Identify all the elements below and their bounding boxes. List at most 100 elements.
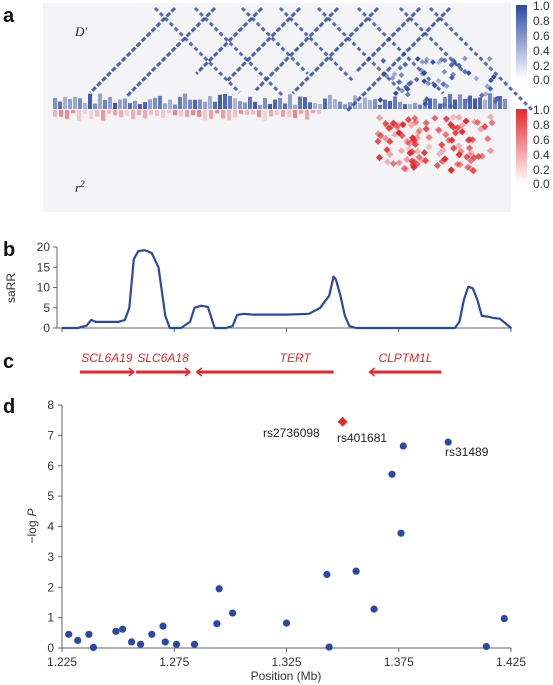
panel-b-letter: b bbox=[3, 239, 15, 261]
dprime-cell bbox=[268, 103, 272, 109]
assoc-y-tick-label: 1 bbox=[47, 611, 54, 625]
dprime-scale-tick: 0.8 bbox=[533, 14, 550, 28]
snp-point bbox=[127, 638, 136, 646]
dprime-cell bbox=[143, 102, 147, 109]
r2-cell bbox=[245, 110, 249, 115]
snp-point bbox=[213, 620, 221, 628]
dprime-cell bbox=[423, 56, 430, 63]
r2-cell bbox=[413, 160, 421, 168]
dprime-cell bbox=[63, 97, 67, 109]
snp-point bbox=[388, 470, 396, 478]
assoc-y-ticks: 0 1 2 3 4 5 6 7 8 bbox=[47, 398, 62, 655]
r2-cell bbox=[420, 149, 428, 157]
dprime-cell bbox=[433, 98, 437, 109]
dprime-cell bbox=[183, 93, 187, 109]
snp-point bbox=[282, 619, 291, 627]
r2-cell bbox=[406, 139, 414, 147]
dprime-cell bbox=[463, 99, 467, 109]
r2-cell bbox=[59, 110, 63, 117]
r2-cell bbox=[469, 136, 477, 144]
r2-cell bbox=[125, 110, 129, 116]
r2-cell bbox=[89, 110, 93, 120]
r2-cell bbox=[77, 110, 81, 121]
sarr-y-tick-label: 0 bbox=[43, 321, 50, 335]
dprime-streak bbox=[428, 6, 536, 114]
dprime-cell bbox=[53, 97, 57, 109]
gene-arrow-head bbox=[128, 367, 136, 377]
snp-point bbox=[215, 585, 223, 593]
assoc-x-tick-label: 1.225 bbox=[47, 655, 77, 669]
dprime-cell bbox=[208, 96, 212, 109]
r2-cell bbox=[431, 114, 439, 122]
dprime-cell bbox=[422, 101, 429, 107]
r2-cell bbox=[375, 154, 384, 162]
dprime-cell bbox=[453, 99, 457, 109]
r2-cell bbox=[399, 121, 407, 129]
dprime-cell bbox=[391, 71, 398, 77]
dprime-cell bbox=[408, 104, 412, 109]
dprime-streak bbox=[291, 6, 380, 95]
r2-cell bbox=[438, 157, 446, 165]
dprime-scale-tick: 0.4 bbox=[533, 44, 550, 58]
snp-point bbox=[325, 643, 333, 651]
r2-cell bbox=[239, 110, 243, 114]
r2-cell bbox=[425, 133, 433, 141]
assoc-y-tick-label: 8 bbox=[47, 398, 54, 412]
r2-cell bbox=[137, 110, 141, 115]
sarr-y-axis-label: saRR bbox=[4, 273, 18, 303]
r2-cell bbox=[447, 166, 455, 174]
r2-scale-bar bbox=[516, 109, 527, 183]
gene-label: SLC6A18 bbox=[137, 351, 189, 365]
snp-label-rs401681: rs401681 bbox=[337, 431, 387, 445]
dprime-cell bbox=[323, 98, 327, 109]
snp-point bbox=[89, 643, 98, 651]
assoc-x-tick-label: 1.375 bbox=[384, 655, 414, 669]
snp-point bbox=[74, 636, 82, 645]
sarr-y-tick-label: 20 bbox=[37, 240, 51, 254]
dprime-cell bbox=[343, 104, 347, 109]
r2-cell bbox=[408, 121, 416, 129]
dprime-cell bbox=[399, 87, 405, 94]
r2-scale-tick: 1.0 bbox=[533, 103, 550, 117]
assoc-y-axis-label: −log P bbox=[25, 508, 39, 543]
dprime-cell bbox=[431, 82, 438, 89]
dprime-cell bbox=[424, 96, 430, 102]
r2-cell bbox=[414, 129, 422, 137]
r2-cell bbox=[397, 147, 405, 155]
r2-cell bbox=[53, 110, 57, 117]
r2-cell bbox=[311, 110, 315, 114]
r2-cell bbox=[438, 141, 446, 149]
dprime-cell bbox=[78, 98, 82, 109]
r2-cell bbox=[251, 110, 255, 115]
snp-point bbox=[444, 438, 452, 446]
dprime-cell bbox=[404, 91, 411, 98]
association-chart: 0 1 2 3 4 5 6 7 8 1.225 1.275 1.325 1.375 1.425 rs27… bbox=[25, 398, 526, 683]
dprime-cell bbox=[419, 59, 426, 65]
gene-label: CLPTM1L bbox=[378, 351, 432, 365]
dprime-cell bbox=[198, 99, 202, 109]
dprime-cell bbox=[397, 65, 404, 71]
r2-cell bbox=[384, 158, 392, 166]
dprime-cell bbox=[163, 103, 167, 109]
r2-cell bbox=[463, 153, 471, 161]
r2-cell bbox=[484, 135, 492, 143]
r2-cell bbox=[393, 123, 401, 131]
dprime-cell bbox=[418, 67, 425, 74]
dprime-cell bbox=[113, 102, 117, 109]
dprime-cell bbox=[378, 104, 382, 109]
assoc-y-tick-label: 3 bbox=[47, 550, 54, 564]
r2-cell bbox=[408, 148, 416, 156]
assoc-y-tick-label: 4 bbox=[47, 520, 54, 534]
snp-point bbox=[65, 630, 73, 638]
dprime-streak bbox=[316, 6, 402, 92]
r2-cell bbox=[403, 137, 411, 145]
dprime-cell bbox=[133, 100, 137, 109]
r2-cell bbox=[436, 150, 444, 158]
r2-cell bbox=[382, 119, 390, 127]
r2-cell bbox=[398, 131, 406, 140]
r2-cell bbox=[439, 146, 447, 154]
r2-color-scale: 1.0 0.8 0.6 0.4 0.2 0.0 bbox=[516, 103, 550, 191]
dprime-cell bbox=[318, 104, 322, 109]
dprime-cell bbox=[283, 103, 287, 109]
dprime-cell bbox=[448, 94, 452, 109]
